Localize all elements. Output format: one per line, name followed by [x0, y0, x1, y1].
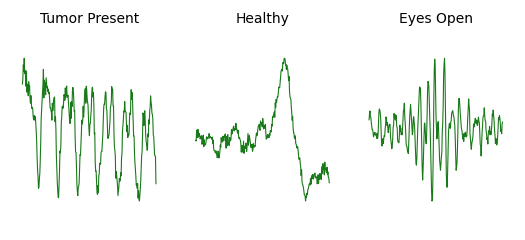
Title: Eyes Open: Eyes Open	[399, 12, 473, 26]
Title: Healthy: Healthy	[236, 12, 289, 26]
Title: Tumor Present: Tumor Present	[39, 12, 139, 26]
